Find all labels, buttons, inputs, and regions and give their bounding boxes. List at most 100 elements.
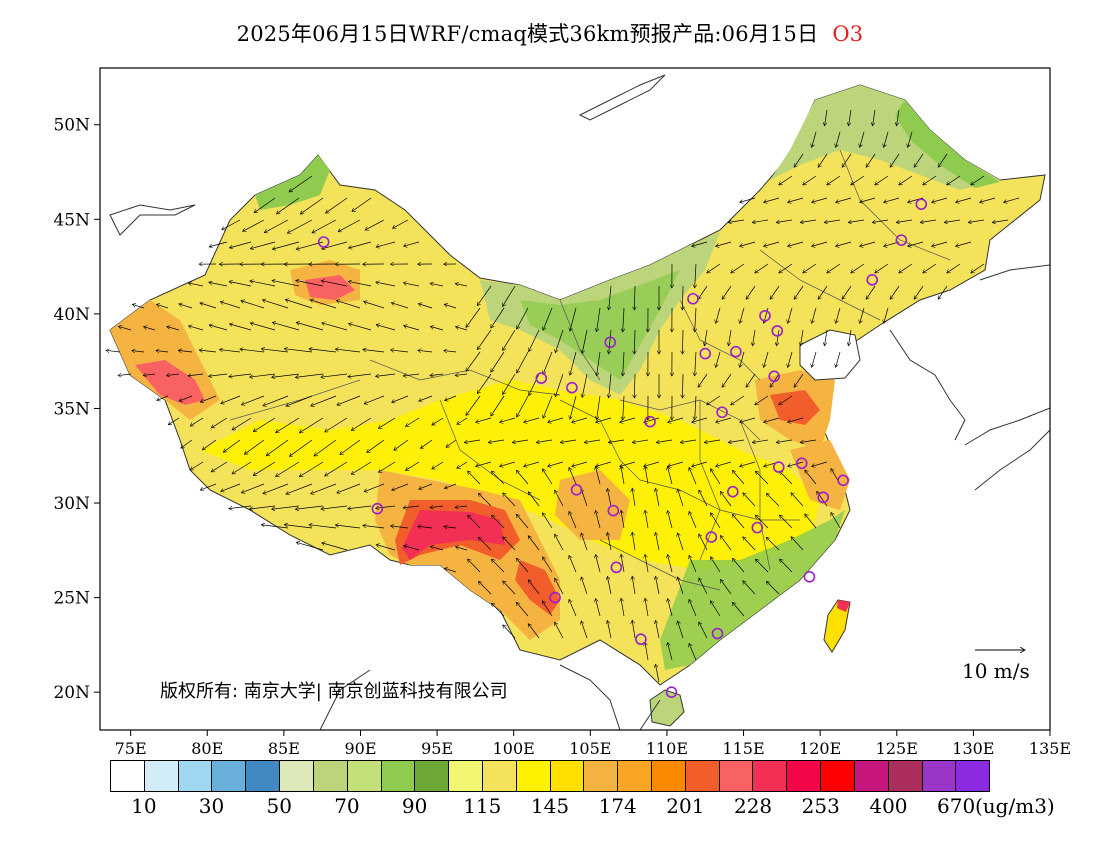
wind-arrow <box>803 175 817 185</box>
legend-swatch <box>212 761 247 791</box>
wind-arrow <box>899 175 913 185</box>
wind-arrow <box>477 329 492 350</box>
wind-arrow <box>890 153 900 167</box>
wind-arrow <box>403 506 420 508</box>
wind-arrow <box>812 351 817 367</box>
legend-swatch <box>753 761 788 791</box>
wind-arrow <box>569 511 577 529</box>
wind-arrow <box>842 285 852 299</box>
station-marker <box>607 504 620 517</box>
wind-arrow <box>716 351 721 367</box>
wind-arrow <box>321 281 348 287</box>
wind-arrow <box>232 461 252 475</box>
wind-arrow <box>704 439 721 443</box>
station-marker <box>795 457 808 470</box>
legend-swatch <box>787 761 822 791</box>
legend-unit: (ug/m3) <box>975 794 1055 818</box>
wind-arrow <box>584 439 601 443</box>
wind-arrow <box>607 620 612 639</box>
wind-arrow <box>419 395 433 401</box>
taiwan-high-patch <box>837 600 850 612</box>
wind-arrow <box>632 532 636 551</box>
lon-label: 95E <box>421 739 453 758</box>
wind-arrow <box>219 350 241 353</box>
legend-label: 400 <box>869 794 908 818</box>
wind-arrow <box>836 307 841 323</box>
wind-arrow <box>710 601 721 617</box>
wind-arrow <box>581 533 588 551</box>
wind-arrow <box>740 351 745 367</box>
wind-arrow <box>394 439 409 450</box>
wind-arrow <box>699 578 708 595</box>
wind-arrow <box>668 511 673 529</box>
station-marker <box>727 485 739 498</box>
wind-arrow <box>800 329 804 346</box>
wind-arrow <box>707 395 721 405</box>
wind-arrow <box>692 461 708 466</box>
green-zone-northeast-dark <box>895 100 1000 188</box>
lon-label: 85E <box>268 739 300 758</box>
wind-arrow <box>620 461 636 466</box>
wind-arrow <box>766 493 780 507</box>
wind-arrow <box>209 325 228 331</box>
wind-arrow <box>794 373 804 387</box>
wind-arrow <box>284 349 313 353</box>
wind-arrow <box>312 219 337 233</box>
red-hotspot-yunnan <box>515 560 560 615</box>
red-hotspot-turpan <box>305 275 355 300</box>
lat-label: 50N <box>53 116 90 136</box>
wind-arrow <box>740 461 756 466</box>
wind-arrow <box>776 219 793 223</box>
wind-arrow <box>914 153 924 167</box>
wind-arrow <box>351 417 372 431</box>
wind-arrow <box>378 417 396 429</box>
wind-arrow <box>517 307 529 329</box>
wind-arrow <box>677 489 684 507</box>
wind-arrow <box>655 664 660 683</box>
wind-arrow <box>529 373 540 396</box>
wind-arrow <box>516 602 529 617</box>
wind-arrow <box>555 578 564 595</box>
city-stations <box>317 198 928 698</box>
wind-arrow <box>722 373 732 387</box>
wind-arrow <box>699 534 708 551</box>
wind-arrow <box>938 285 948 299</box>
wind-arrow <box>655 620 660 639</box>
wind-arrow <box>971 263 985 273</box>
wind-arrow <box>512 439 529 443</box>
wind-arrow <box>392 483 409 490</box>
wind-arrow <box>656 439 673 443</box>
wind-arrow <box>364 395 385 404</box>
wind-arrow <box>836 351 841 367</box>
wind-arrow <box>455 284 468 286</box>
wind-arrow <box>655 532 660 551</box>
wind-arrow <box>831 512 841 529</box>
wind-arrow <box>860 307 865 323</box>
wind-arrow <box>609 329 612 354</box>
wind-arrow <box>276 417 300 433</box>
wind-arrow <box>478 537 492 551</box>
wind-arrow <box>132 351 145 352</box>
lon-label: 105E <box>569 739 611 758</box>
wind-arrow <box>788 197 804 202</box>
wind-arrow <box>455 374 468 375</box>
wind-arrow <box>570 351 577 375</box>
wind-arrow <box>376 505 396 508</box>
wind-arrow <box>555 622 564 639</box>
wind-arrow <box>914 285 924 299</box>
indochina-coast <box>319 664 661 730</box>
wind-arrow <box>836 241 852 246</box>
wind-arrow <box>500 417 516 422</box>
wind-arrow <box>503 537 516 551</box>
copyright-text: 版权所有: 南京大学| 南京创蓝科技有限公司 <box>160 681 508 702</box>
lat-label: 40N <box>53 305 90 325</box>
wind-arrow <box>444 304 457 309</box>
wind-arrow <box>272 241 300 249</box>
wind-arrow <box>947 175 961 185</box>
wind-arrow <box>731 263 745 273</box>
wind-arrow <box>467 471 481 485</box>
wind-arrow <box>776 439 793 443</box>
lon-label: 120E <box>799 739 841 758</box>
wind-arrow <box>596 461 612 466</box>
legend-label: 50 <box>266 794 292 818</box>
